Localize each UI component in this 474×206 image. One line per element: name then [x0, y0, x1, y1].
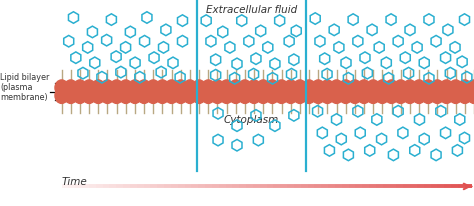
- Ellipse shape: [238, 88, 252, 103]
- Ellipse shape: [431, 88, 444, 103]
- Ellipse shape: [91, 88, 105, 103]
- Ellipse shape: [110, 88, 123, 103]
- Ellipse shape: [412, 80, 426, 96]
- Ellipse shape: [82, 80, 96, 96]
- Ellipse shape: [110, 80, 123, 96]
- Ellipse shape: [421, 80, 435, 96]
- Ellipse shape: [357, 80, 371, 96]
- Ellipse shape: [247, 88, 261, 103]
- Ellipse shape: [467, 88, 474, 103]
- Ellipse shape: [174, 88, 187, 103]
- Ellipse shape: [431, 80, 444, 96]
- Ellipse shape: [302, 80, 316, 96]
- Ellipse shape: [220, 80, 233, 96]
- Ellipse shape: [73, 80, 87, 96]
- Ellipse shape: [220, 88, 233, 103]
- Ellipse shape: [366, 88, 380, 103]
- Ellipse shape: [403, 88, 417, 103]
- Ellipse shape: [137, 88, 151, 103]
- Ellipse shape: [293, 80, 307, 96]
- Ellipse shape: [394, 88, 407, 103]
- Ellipse shape: [211, 88, 224, 103]
- Ellipse shape: [119, 88, 132, 103]
- Ellipse shape: [192, 88, 206, 103]
- Ellipse shape: [440, 80, 453, 96]
- Text: Cytoplasm: Cytoplasm: [224, 115, 279, 125]
- Ellipse shape: [321, 88, 334, 103]
- Ellipse shape: [183, 80, 197, 96]
- Ellipse shape: [64, 80, 77, 96]
- Ellipse shape: [376, 88, 389, 103]
- Ellipse shape: [156, 80, 169, 96]
- Ellipse shape: [284, 88, 297, 103]
- Ellipse shape: [385, 80, 398, 96]
- Ellipse shape: [449, 88, 462, 103]
- Ellipse shape: [165, 80, 178, 96]
- Ellipse shape: [302, 88, 316, 103]
- Ellipse shape: [101, 80, 114, 96]
- Ellipse shape: [339, 80, 352, 96]
- Ellipse shape: [156, 88, 169, 103]
- Ellipse shape: [165, 88, 178, 103]
- Ellipse shape: [211, 80, 224, 96]
- Ellipse shape: [357, 88, 371, 103]
- Ellipse shape: [91, 80, 105, 96]
- Ellipse shape: [284, 80, 297, 96]
- Ellipse shape: [330, 88, 343, 103]
- Ellipse shape: [311, 88, 325, 103]
- Text: Lipid bilayer
(plasma
membrane): Lipid bilayer (plasma membrane): [0, 73, 49, 102]
- Ellipse shape: [293, 88, 307, 103]
- Ellipse shape: [238, 80, 252, 96]
- Text: Time: Time: [62, 177, 87, 187]
- Ellipse shape: [348, 80, 362, 96]
- Ellipse shape: [421, 88, 435, 103]
- Ellipse shape: [266, 80, 279, 96]
- Ellipse shape: [385, 88, 398, 103]
- Ellipse shape: [330, 80, 343, 96]
- Ellipse shape: [137, 80, 151, 96]
- Ellipse shape: [82, 88, 96, 103]
- Ellipse shape: [348, 88, 362, 103]
- Ellipse shape: [266, 88, 279, 103]
- Ellipse shape: [256, 80, 270, 96]
- Ellipse shape: [321, 80, 334, 96]
- Ellipse shape: [201, 80, 215, 96]
- Ellipse shape: [467, 80, 474, 96]
- Ellipse shape: [73, 88, 87, 103]
- Ellipse shape: [275, 80, 288, 96]
- Ellipse shape: [146, 88, 160, 103]
- Ellipse shape: [183, 88, 197, 103]
- Text: Extracellular fluid: Extracellular fluid: [206, 5, 297, 15]
- Ellipse shape: [256, 88, 270, 103]
- Ellipse shape: [366, 80, 380, 96]
- Ellipse shape: [201, 88, 215, 103]
- Ellipse shape: [440, 88, 453, 103]
- Ellipse shape: [192, 80, 206, 96]
- Ellipse shape: [64, 88, 77, 103]
- Ellipse shape: [458, 80, 472, 96]
- Ellipse shape: [412, 88, 426, 103]
- Ellipse shape: [55, 80, 68, 96]
- Ellipse shape: [449, 80, 462, 96]
- Ellipse shape: [339, 88, 352, 103]
- Ellipse shape: [275, 88, 288, 103]
- Ellipse shape: [311, 80, 325, 96]
- Ellipse shape: [101, 88, 114, 103]
- Ellipse shape: [403, 80, 417, 96]
- Ellipse shape: [394, 80, 407, 96]
- Ellipse shape: [229, 80, 242, 96]
- Ellipse shape: [128, 88, 142, 103]
- Ellipse shape: [55, 88, 68, 103]
- Ellipse shape: [146, 80, 160, 96]
- Ellipse shape: [458, 88, 472, 103]
- Ellipse shape: [229, 88, 242, 103]
- Ellipse shape: [128, 80, 142, 96]
- Ellipse shape: [119, 80, 132, 96]
- Ellipse shape: [174, 80, 187, 96]
- Ellipse shape: [247, 80, 261, 96]
- Ellipse shape: [376, 80, 389, 96]
